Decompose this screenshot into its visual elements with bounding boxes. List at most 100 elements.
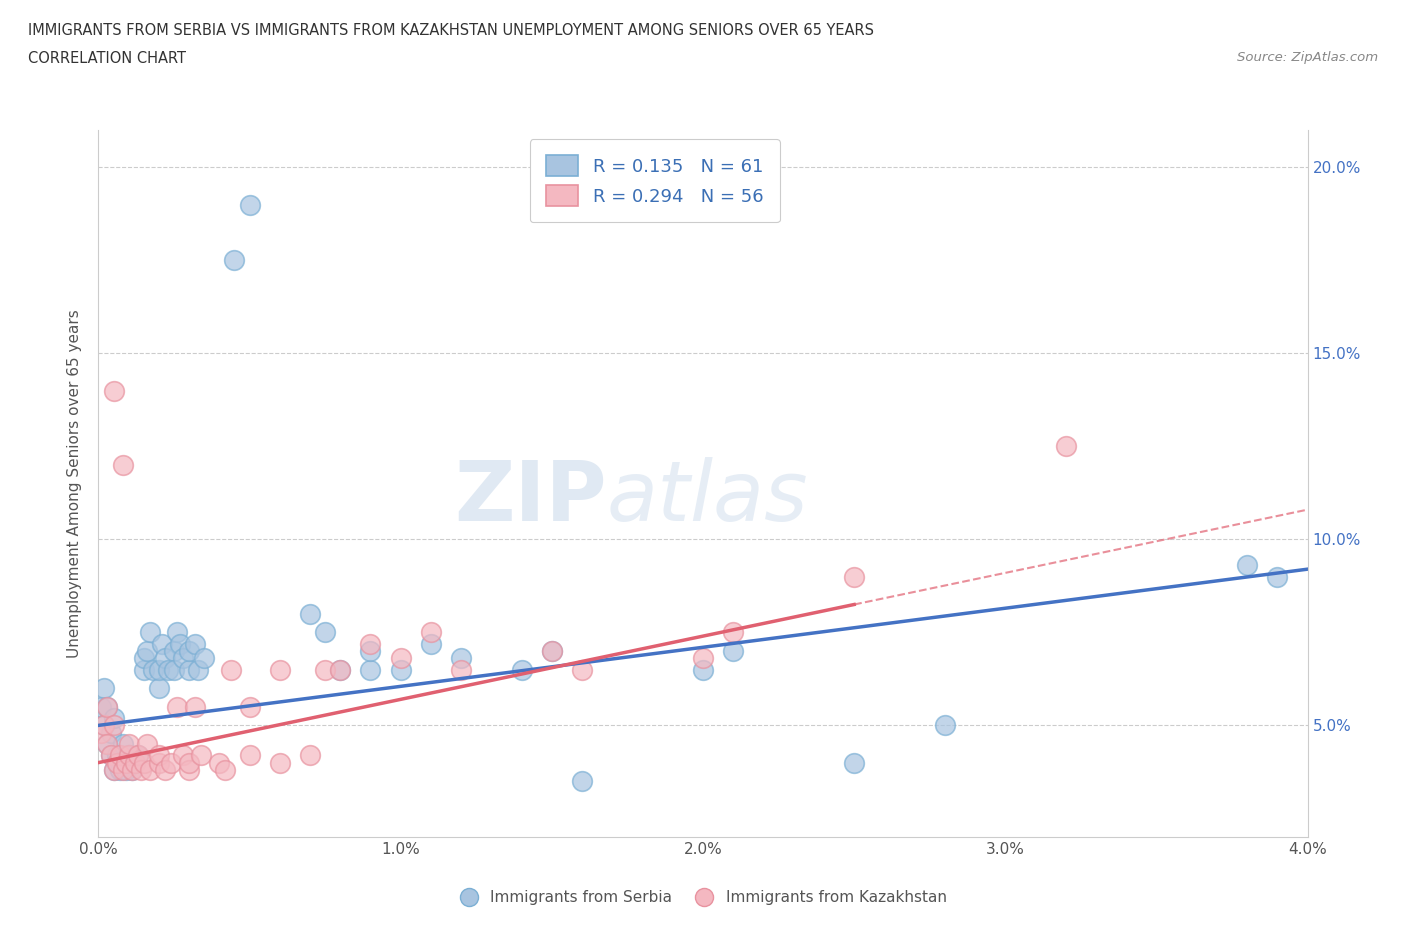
Point	[142, 662, 165, 677]
Point	[93, 718, 115, 733]
Point	[360, 644, 382, 658]
Point	[193, 651, 215, 666]
Point	[179, 644, 201, 658]
Point	[314, 625, 336, 640]
Point	[96, 737, 118, 751]
Legend: R = 0.135   N = 61, R = 0.294   N = 56: R = 0.135 N = 61, R = 0.294 N = 56	[530, 140, 780, 222]
Point	[127, 748, 149, 763]
Point	[420, 636, 443, 651]
Point	[179, 763, 201, 777]
Point	[118, 748, 141, 763]
Point	[329, 662, 352, 677]
Point	[121, 763, 143, 777]
Point	[135, 737, 157, 751]
Point	[132, 651, 155, 666]
Point	[208, 755, 231, 770]
Point	[172, 651, 194, 666]
Point	[1054, 439, 1077, 454]
Point	[420, 625, 443, 640]
Point	[329, 662, 352, 677]
Point	[153, 763, 176, 777]
Point	[96, 737, 118, 751]
Point	[139, 625, 162, 640]
Point	[163, 644, 186, 658]
Point	[103, 763, 125, 777]
Point	[1236, 558, 1258, 573]
Point	[844, 569, 866, 584]
Point	[108, 748, 131, 763]
Point	[148, 681, 170, 696]
Point	[172, 748, 194, 763]
Point	[103, 763, 125, 777]
Point	[103, 711, 125, 725]
Point	[571, 662, 593, 677]
Point	[450, 662, 472, 677]
Point	[93, 718, 115, 733]
Point	[105, 748, 128, 763]
Point	[239, 699, 262, 714]
Y-axis label: Unemployment Among Seniors over 65 years: Unemployment Among Seniors over 65 years	[67, 310, 83, 658]
Point	[934, 718, 956, 733]
Point	[108, 763, 131, 777]
Point	[100, 748, 122, 763]
Point	[118, 737, 141, 751]
Point	[139, 763, 162, 777]
Point	[103, 383, 125, 398]
Point	[124, 755, 146, 770]
Point	[105, 755, 128, 770]
Point	[299, 606, 322, 621]
Point	[314, 662, 336, 677]
Point	[118, 755, 141, 770]
Point	[190, 748, 212, 763]
Point	[184, 699, 207, 714]
Point	[121, 763, 143, 777]
Point	[163, 662, 186, 677]
Point	[299, 748, 322, 763]
Point	[111, 755, 134, 770]
Point	[541, 644, 564, 658]
Point	[692, 662, 714, 677]
Text: Source: ZipAtlas.com: Source: ZipAtlas.com	[1237, 51, 1378, 64]
Point	[148, 662, 170, 677]
Point	[510, 662, 533, 677]
Point	[111, 458, 134, 472]
Point	[114, 755, 136, 770]
Point	[114, 763, 136, 777]
Point	[571, 774, 593, 789]
Point	[160, 755, 183, 770]
Point	[132, 755, 155, 770]
Point	[150, 636, 173, 651]
Point	[221, 662, 243, 677]
Point	[214, 763, 236, 777]
Point	[124, 755, 146, 770]
Text: CORRELATION CHART: CORRELATION CHART	[28, 51, 186, 66]
Point	[184, 636, 207, 651]
Point	[135, 644, 157, 658]
Point	[844, 755, 866, 770]
Point	[96, 699, 118, 714]
Point	[129, 763, 152, 777]
Point	[723, 644, 745, 658]
Point	[269, 662, 291, 677]
Point	[105, 755, 128, 770]
Legend: Immigrants from Serbia, Immigrants from Kazakhstan: Immigrants from Serbia, Immigrants from …	[451, 883, 955, 913]
Point	[90, 725, 112, 740]
Point	[692, 651, 714, 666]
Point	[103, 718, 125, 733]
Point	[360, 636, 382, 651]
Point	[148, 748, 170, 763]
Point	[93, 681, 115, 696]
Text: ZIP: ZIP	[454, 458, 606, 538]
Point	[187, 662, 209, 677]
Point	[450, 651, 472, 666]
Point	[148, 755, 170, 770]
Point	[239, 748, 262, 763]
Point	[723, 625, 745, 640]
Point	[100, 725, 122, 740]
Point	[166, 699, 188, 714]
Point	[132, 662, 155, 677]
Point	[90, 699, 112, 714]
Point	[179, 662, 201, 677]
Point	[269, 755, 291, 770]
Point	[541, 644, 564, 658]
